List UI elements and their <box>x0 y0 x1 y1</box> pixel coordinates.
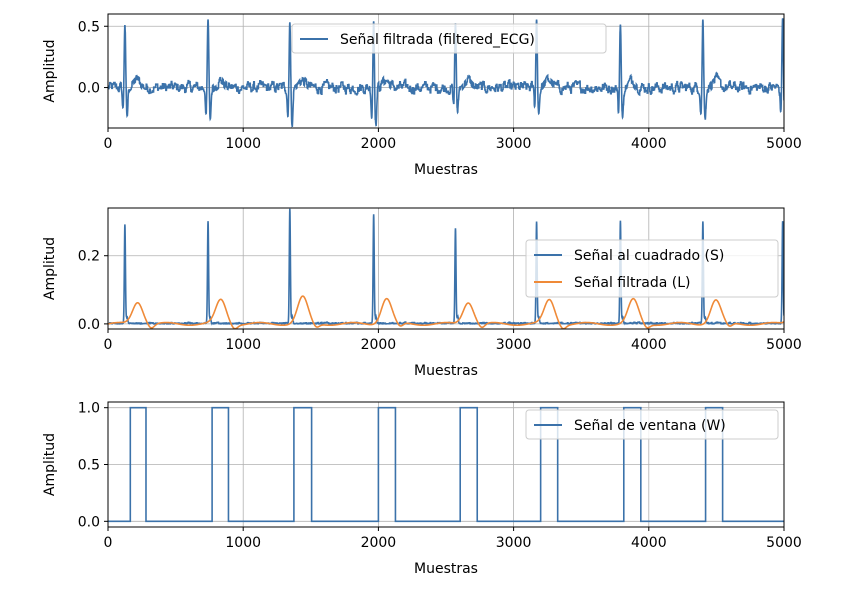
x-tick-label: 1000 <box>225 337 261 353</box>
x-axis-label: Muestras <box>414 561 478 577</box>
x-tick-label: 0 <box>104 535 113 551</box>
y-axis-label: Amplitud <box>42 433 58 496</box>
y-tick-label: 0.5 <box>78 19 100 35</box>
panel-3: 0 1000 2000 3000 4000 5000 0.0 0.5 1.0 Muestras Am… <box>42 401 802 577</box>
x-tick-label: 4000 <box>631 535 667 551</box>
legend: Señal al cuadrado (S) Señal filtrada (L) <box>525 239 779 298</box>
legend: Señal filtrada (filtered_ECG) <box>291 23 607 54</box>
x-axis-label: Muestras <box>414 363 478 379</box>
x-tick-label: 4000 <box>631 136 667 152</box>
x-tick-label: 4000 <box>631 337 667 353</box>
x-tick-label: 5000 <box>766 136 802 152</box>
x-tick-label: 0 <box>104 136 113 152</box>
legend-label: Señal al cuadrado (S) <box>574 248 724 264</box>
axes-frame <box>107 207 785 330</box>
legend-box <box>291 23 607 54</box>
panel-1: 0 1000 2000 3000 4000 5000 0.0 0.5 Muestras Ampli… <box>42 13 802 178</box>
y-tick-label: 0.5 <box>78 458 100 474</box>
x-axis-label: Muestras <box>414 162 478 178</box>
legend-box <box>525 239 779 298</box>
x-tick-label: 3000 <box>496 337 532 353</box>
legend-label: Señal filtrada (L) <box>574 275 690 291</box>
axes-frame <box>107 13 785 129</box>
x-tick-label: 0 <box>104 337 113 353</box>
y-axis-label: Amplitud <box>42 237 58 300</box>
y-tick-label: 0.0 <box>78 514 100 530</box>
y-axis-label: Amplitud <box>42 39 58 102</box>
x-tick-label: 5000 <box>766 337 802 353</box>
x-tick-label: 2000 <box>361 535 397 551</box>
x-tick-label: 3000 <box>496 136 532 152</box>
y-tick-label: 0.0 <box>78 317 100 333</box>
y-tick-label: 0.2 <box>78 249 100 265</box>
series-line-1 <box>108 18 784 128</box>
legend-label: Señal de ventana (W) <box>574 418 726 434</box>
y-tick-label: 1.0 <box>78 401 100 417</box>
x-tick-label: 3000 <box>496 535 532 551</box>
x-tick-label: 5000 <box>766 535 802 551</box>
panel-2: 0 1000 2000 3000 4000 5000 0.0 0.2 Muestras Ampli… <box>42 207 802 379</box>
y-tick-label: 0.0 <box>78 81 100 97</box>
x-tick-label: 1000 <box>225 136 261 152</box>
series-line-1 <box>108 406 784 523</box>
x-tick-label: 2000 <box>361 136 397 152</box>
series-line-2 <box>108 295 784 329</box>
legend-label: Señal filtrada (filtered_ECG) <box>340 32 535 48</box>
legend: Señal de ventana (W) <box>525 409 779 440</box>
x-tick-label: 1000 <box>225 535 261 551</box>
x-tick-label: 2000 <box>361 337 397 353</box>
legend-box <box>525 409 779 440</box>
